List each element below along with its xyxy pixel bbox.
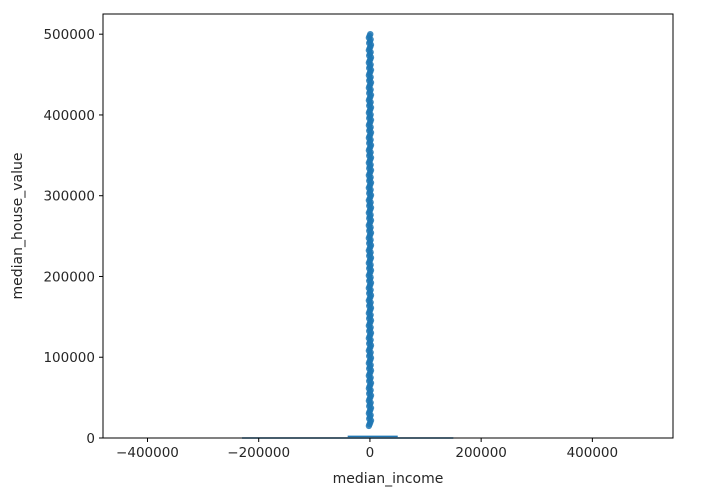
x-tick-label: −400000 — [116, 445, 179, 461]
y-tick-label: 200000 — [43, 269, 95, 285]
y-tick-label: 500000 — [43, 27, 95, 43]
x-tick-label: 0 — [366, 445, 375, 461]
x-tick-label: 400000 — [567, 445, 619, 461]
data-marks — [242, 30, 454, 439]
plot-frame — [102, 13, 674, 439]
x-axis-ticks: −400000 −200000 0 200000 400000 — [116, 438, 618, 461]
plot-area — [103, 14, 673, 438]
y-tick-label: 100000 — [43, 350, 95, 366]
scatter-point — [367, 30, 374, 38]
y-axis-label: median_house_value — [10, 153, 26, 300]
y-tick-label: 0 — [86, 431, 95, 447]
y-tick-label: 400000 — [43, 108, 95, 124]
x-axis-label: median_income — [333, 471, 444, 487]
x-tick-label: 200000 — [455, 445, 507, 461]
x-tick-label: −200000 — [227, 445, 290, 461]
y-tick-label: 300000 — [43, 189, 95, 205]
y-axis-ticks: 0 100000 200000 300000 400000 500000 — [43, 27, 103, 447]
